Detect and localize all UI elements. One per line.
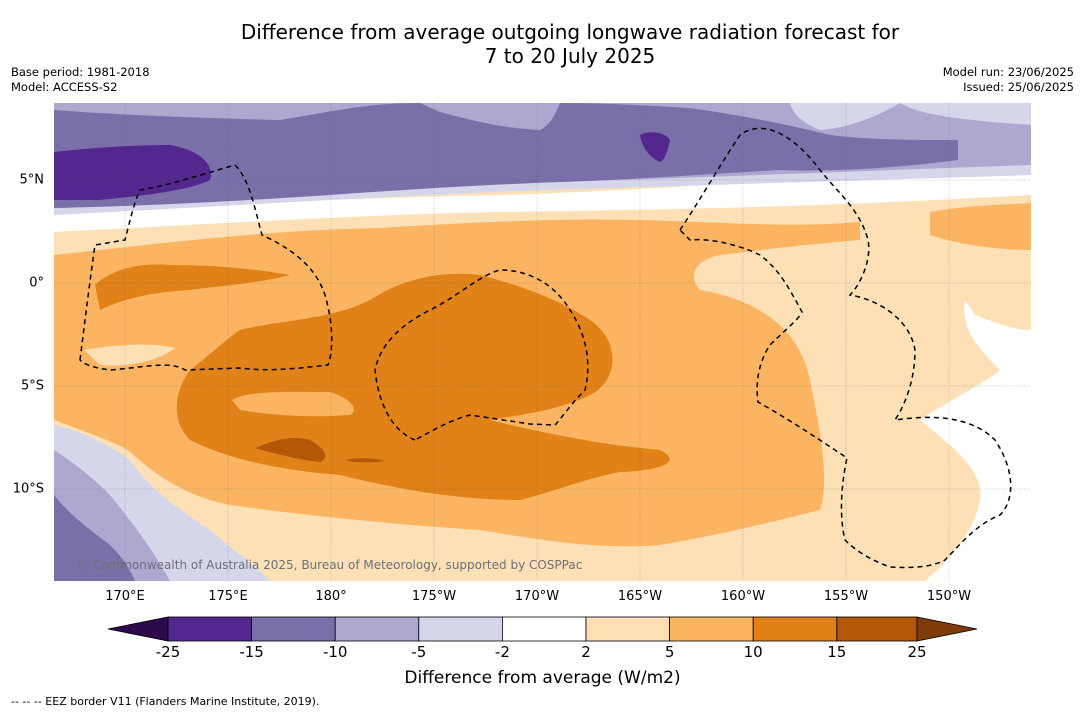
chart-title: Difference from average outgoing longwav… — [0, 20, 1085, 68]
lon-label-180: 180° — [315, 589, 347, 604]
model-run: Model run: 23/06/2025 — [942, 65, 1074, 79]
eez-borders — [79, 127, 1012, 569]
colorbar-below — [107, 616, 169, 642]
contour-neg15-10 — [54, 103, 958, 208]
contour-pos15-25-b — [345, 458, 385, 463]
contour-neutral-band — [54, 160, 1031, 232]
issued-date: Issued: 25/06/2025 — [963, 79, 1074, 94]
graticule — [54, 103, 1031, 581]
contour-neutral-east — [920, 300, 1031, 581]
colorbar-tick: 15 — [827, 643, 847, 661]
contour-pos10-15-north — [95, 264, 290, 310]
lon-label-170e: 170°E — [105, 589, 145, 604]
model-name: Model: ACCESS-S2 — [11, 79, 118, 94]
title-line-2: 7 to 20 July 2025 — [484, 44, 656, 68]
contour-neg5-2-patch — [790, 103, 900, 130]
lat-label-10s: 10°S — [12, 481, 44, 497]
lon-label-155w: 155°W — [823, 589, 869, 604]
colorbar-seg-9 — [836, 616, 918, 642]
base-period: Base period: 1981-2018 — [11, 65, 150, 79]
lon-label-175e: 175°E — [208, 589, 248, 604]
contour-pos15-25 — [255, 437, 326, 462]
lon-label-150w: 150°W — [926, 589, 972, 604]
lon-label-160w: 160°W — [720, 589, 766, 604]
colorbar-tick: 2 — [581, 643, 591, 661]
contour-neg25-15-b — [640, 132, 670, 162]
contour-pale-hole — [232, 391, 354, 417]
lat-label-5s: 5°S — [20, 378, 44, 394]
colorbar-above — [916, 616, 978, 642]
contour-pale-hole-west — [84, 344, 175, 366]
colorbar-tick: -15 — [239, 643, 264, 661]
lat-label-5n: 5°N — [19, 172, 45, 188]
title-line-1: Difference from average outgoing longwav… — [240, 20, 900, 44]
meta-right: Model run: 23/06/2025 Issued: 25/06/2025 — [943, 65, 1074, 94]
copyright-notice: © Commonwealth of Australia 2025, Bureau… — [77, 558, 583, 572]
colorbar-seg-4 — [418, 616, 503, 642]
contour-neg10-5-top — [420, 103, 560, 130]
colorbar-tick: -2 — [494, 643, 510, 661]
lon-label-170w: 170°W — [514, 589, 560, 604]
colorbar-label: Difference from average (W/m2) — [404, 668, 681, 688]
colorbar-seg-1 — [167, 616, 252, 642]
colorbar-tick: 5 — [664, 643, 675, 661]
colorbar-tick: 10 — [743, 643, 763, 661]
colorbar-tick: -10 — [322, 643, 348, 661]
colorbar-seg-7 — [669, 616, 754, 642]
contour-pos2-5-east — [965, 290, 1031, 330]
colorbar-seg-2 — [251, 616, 336, 642]
meta-left: Base period: 1981-2018 Model: ACCESS-S2 — [11, 65, 150, 94]
colorbar-seg-5 — [501, 616, 587, 642]
colorbar-seg-8 — [752, 616, 838, 642]
lon-label-165w: 165°W — [617, 589, 663, 604]
colorbar-tick: -25 — [155, 643, 181, 661]
colorbar-seg-3 — [334, 616, 420, 642]
contour-neg25-15 — [54, 145, 211, 200]
colorbar-tick: -5 — [411, 643, 427, 661]
contour-pos5-10-east — [930, 203, 1031, 250]
colorbar-seg-6 — [585, 616, 670, 642]
contour-sw-neg15-10 — [54, 495, 135, 581]
lon-label-175w: 175°W — [411, 589, 457, 604]
eez-legend: -- -- -- EEZ border V11 (Flanders Marine… — [11, 695, 320, 708]
colorbar-tick: 25 — [907, 643, 927, 661]
lat-label-0: 0° — [29, 275, 44, 291]
colorbar — [107, 616, 978, 642]
